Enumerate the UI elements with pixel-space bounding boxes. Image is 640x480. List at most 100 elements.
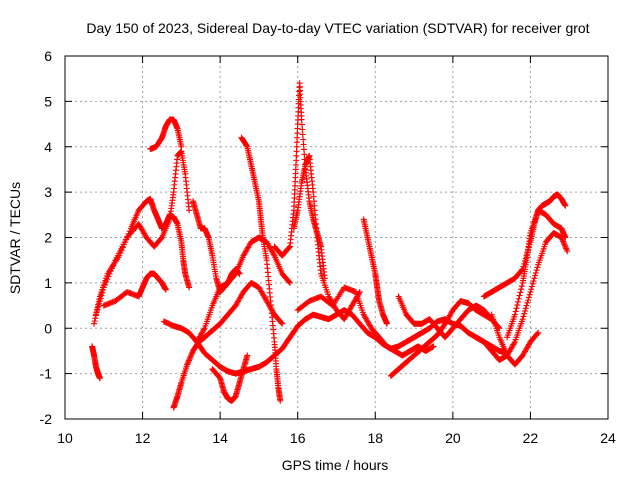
data-point bbox=[383, 320, 390, 327]
data-point bbox=[91, 320, 98, 327]
data-point bbox=[518, 286, 525, 293]
data-point bbox=[517, 289, 524, 296]
data-point bbox=[270, 251, 277, 258]
x-tick-label: 16 bbox=[290, 430, 306, 446]
y-tick-label: 6 bbox=[44, 48, 52, 64]
chart-title: Day 150 of 2023, Sidereal Day-to-day VTE… bbox=[86, 20, 589, 36]
data-point bbox=[97, 295, 104, 302]
y-tick-label: 5 bbox=[44, 93, 52, 109]
y-tick-label: -1 bbox=[40, 366, 53, 382]
data-point bbox=[95, 303, 102, 310]
grid-lines bbox=[65, 56, 608, 419]
data-point bbox=[286, 279, 293, 286]
data-point bbox=[515, 295, 522, 302]
data-point bbox=[560, 238, 567, 245]
data-point bbox=[111, 259, 118, 266]
series-track-t bbox=[504, 207, 569, 341]
series-track-j bbox=[209, 352, 251, 404]
series-track-c bbox=[93, 148, 193, 318]
series-track-i bbox=[193, 234, 293, 345]
data-point bbox=[104, 276, 111, 283]
data-point bbox=[277, 397, 284, 404]
data-point bbox=[534, 330, 541, 337]
series-track-f bbox=[160, 307, 511, 377]
data-point bbox=[286, 244, 293, 251]
data-point bbox=[522, 305, 529, 312]
data-point bbox=[186, 207, 193, 214]
data-point bbox=[188, 350, 195, 357]
data-point bbox=[525, 297, 532, 304]
data-point bbox=[511, 340, 518, 347]
data-point bbox=[533, 267, 540, 274]
data-point bbox=[512, 308, 519, 315]
data-point bbox=[93, 308, 100, 315]
data-point bbox=[186, 356, 193, 363]
data-point bbox=[525, 294, 532, 301]
data-point bbox=[563, 245, 570, 252]
x-axis-label: GPS time / hours bbox=[282, 457, 389, 473]
x-tick-label: 22 bbox=[523, 430, 539, 446]
data-point bbox=[200, 326, 207, 333]
data-point bbox=[178, 143, 185, 150]
data-point bbox=[532, 272, 539, 279]
data-point bbox=[96, 300, 103, 307]
data-point bbox=[514, 302, 521, 309]
data-point bbox=[187, 353, 194, 360]
series-track-k bbox=[238, 134, 284, 404]
data-point bbox=[188, 352, 195, 359]
data-point bbox=[560, 239, 567, 246]
data-point bbox=[561, 242, 568, 249]
data-point bbox=[98, 292, 105, 299]
series-track-p bbox=[387, 298, 495, 379]
y-tick-label: 2 bbox=[44, 230, 52, 246]
data-point bbox=[515, 298, 522, 305]
data-point bbox=[243, 142, 250, 149]
data-point bbox=[527, 288, 534, 295]
data-point bbox=[91, 317, 98, 324]
x-tick-label: 20 bbox=[445, 430, 461, 446]
data-point bbox=[529, 280, 536, 287]
data-point bbox=[535, 329, 542, 336]
data-point bbox=[534, 264, 541, 271]
data-point bbox=[279, 320, 286, 327]
data-point bbox=[99, 289, 106, 296]
data-point bbox=[244, 352, 251, 359]
data-point bbox=[511, 311, 518, 318]
data-point bbox=[528, 286, 535, 293]
data-point bbox=[185, 357, 192, 364]
data-point bbox=[521, 310, 528, 317]
series-track-e bbox=[147, 116, 185, 153]
data-point bbox=[108, 265, 115, 272]
data-point bbox=[110, 262, 117, 269]
data-point bbox=[523, 302, 530, 309]
data-point bbox=[513, 305, 520, 312]
data-point bbox=[430, 343, 437, 350]
data-point bbox=[528, 283, 535, 290]
data-point bbox=[286, 278, 293, 285]
data-point bbox=[520, 313, 527, 320]
data-point bbox=[518, 283, 525, 290]
series-track-r bbox=[473, 229, 571, 364]
x-tick-label: 14 bbox=[212, 430, 228, 446]
y-tick-label: 4 bbox=[44, 139, 52, 155]
data-point bbox=[106, 270, 113, 277]
data-point bbox=[186, 284, 193, 291]
data-point bbox=[96, 298, 103, 305]
data-point bbox=[562, 234, 569, 241]
data-point bbox=[564, 248, 571, 255]
series-track-a bbox=[89, 343, 103, 382]
data-point bbox=[93, 311, 100, 318]
data-point bbox=[519, 316, 526, 323]
data-point bbox=[518, 267, 525, 274]
data-point bbox=[524, 299, 531, 306]
y-tick-label: 0 bbox=[44, 320, 52, 336]
data-points bbox=[89, 80, 571, 411]
data-point bbox=[185, 358, 192, 365]
data-point bbox=[105, 273, 112, 280]
data-point bbox=[162, 286, 169, 293]
data-point bbox=[562, 244, 569, 251]
data-point bbox=[103, 278, 110, 285]
data-point bbox=[184, 361, 191, 368]
y-axis-label: SDTVAR / TECUs bbox=[7, 182, 23, 294]
data-point bbox=[100, 287, 107, 294]
